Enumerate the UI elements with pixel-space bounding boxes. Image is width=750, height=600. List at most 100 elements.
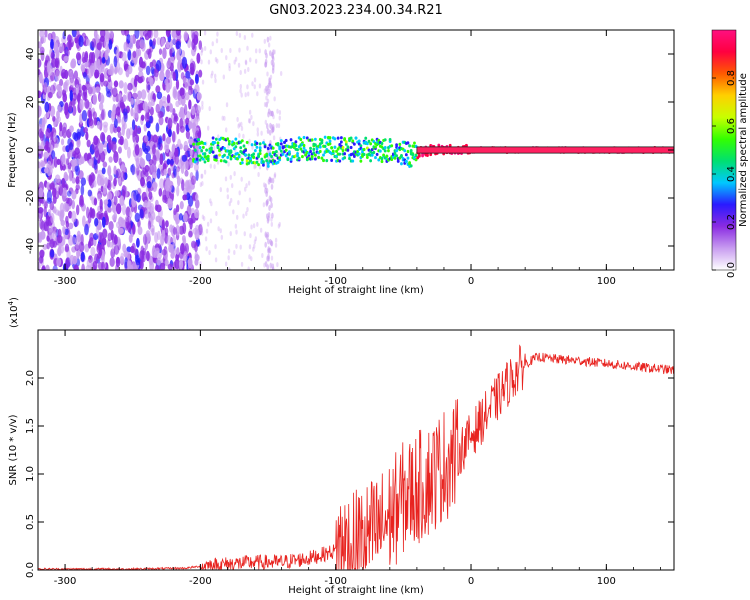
signal-cell	[349, 136, 353, 140]
signal-cell	[296, 148, 299, 152]
signal-cell	[192, 157, 196, 162]
snr-frame	[37, 329, 675, 571]
noise-cell	[79, 156, 85, 164]
noise-cell	[44, 167, 49, 174]
noise-cell	[185, 117, 190, 126]
noise-cell	[229, 197, 233, 203]
noise-cell	[103, 80, 109, 87]
noise-cell	[87, 84, 93, 97]
noise-cell	[51, 57, 57, 68]
signal-cell	[214, 154, 218, 158]
signal-cell	[396, 159, 400, 163]
noise-cell	[89, 65, 94, 74]
signal-cell	[404, 153, 408, 157]
noise-cell	[201, 181, 204, 187]
noise-cell	[174, 113, 178, 120]
signal-cell	[299, 147, 303, 151]
noise-cell	[83, 152, 89, 162]
noise-cell	[194, 208, 200, 219]
noise-cell	[78, 199, 85, 208]
noise-cell	[190, 175, 197, 185]
noise-cell	[222, 74, 226, 80]
noise-cell	[200, 225, 203, 231]
noise-cell	[175, 30, 181, 36]
noise-cell	[247, 118, 251, 124]
noise-cell	[271, 177, 275, 184]
signal-cell	[211, 136, 215, 140]
signal-cell	[255, 160, 259, 164]
signal-cell	[240, 157, 244, 162]
noise-cell	[62, 225, 66, 235]
noise-cell	[146, 81, 151, 93]
signal-cell	[331, 149, 335, 153]
noise-cell	[73, 264, 79, 270]
noise-cell	[248, 109, 252, 115]
signal-cell	[346, 148, 350, 152]
signal-cell	[219, 159, 223, 163]
noise-cell	[156, 91, 163, 100]
noise-cell	[101, 56, 106, 64]
noise-cell	[172, 130, 176, 143]
noise-cell	[46, 197, 52, 204]
noise-cell	[152, 134, 158, 143]
noise-cell	[256, 131, 260, 137]
noise-cell	[78, 241, 85, 253]
noise-cell	[210, 73, 213, 79]
noise-cell	[265, 123, 269, 130]
spectrogram-x-axis-label: Height of straight line (km)	[288, 285, 424, 296]
noise-cell	[235, 229, 238, 235]
noise-cell	[201, 100, 204, 106]
signal-cell	[266, 164, 270, 168]
x-tick-label: -200	[189, 576, 212, 587]
noise-cell	[184, 170, 189, 177]
noise-cell	[200, 59, 203, 65]
signal-cell	[232, 141, 236, 145]
noise-cell	[264, 183, 267, 190]
signal-cell	[343, 156, 347, 160]
signal-cell	[398, 142, 402, 146]
noise-cell	[171, 30, 177, 39]
noise-cell	[194, 241, 198, 253]
noise-cell	[44, 30, 48, 38]
noise-cell	[121, 52, 127, 62]
noise-cell	[159, 70, 165, 82]
signal-cell	[322, 153, 325, 157]
noise-cell	[193, 162, 199, 172]
noise-cell	[270, 124, 274, 131]
noise-cell	[156, 204, 162, 213]
noise-cell	[71, 30, 77, 38]
noise-cell	[140, 75, 145, 83]
noise-cell	[164, 138, 170, 149]
noise-cell	[38, 71, 43, 84]
noise-cell	[109, 256, 115, 268]
signal-cell	[265, 159, 269, 163]
noise-cell	[108, 30, 114, 39]
noise-cell	[185, 70, 191, 79]
noise-cell	[113, 150, 119, 163]
noise-cell	[252, 121, 255, 127]
y-tick-label: 0	[25, 147, 36, 153]
noise-cell	[91, 38, 97, 48]
noise-cell	[102, 228, 108, 239]
noise-cell	[227, 255, 230, 261]
noise-cell	[194, 83, 200, 95]
signal-cell	[338, 159, 342, 163]
noise-cell	[46, 182, 51, 190]
signal-cell	[268, 152, 272, 156]
noise-cell	[269, 262, 273, 269]
x-tick-label: -100	[324, 276, 347, 287]
noise-cell	[239, 88, 242, 94]
noise-cell	[76, 30, 80, 38]
signal-cell	[260, 157, 264, 161]
noise-cell	[201, 214, 205, 220]
noise-cell	[53, 35, 60, 46]
noise-cell	[150, 99, 155, 107]
noise-cell	[118, 93, 123, 101]
noise-cell	[139, 208, 144, 219]
noise-cell	[39, 218, 44, 230]
signal-cell	[281, 152, 285, 156]
signal-cell	[240, 161, 244, 165]
signal-cell	[383, 149, 387, 153]
noise-cell	[107, 75, 112, 83]
noise-cell	[188, 99, 192, 110]
